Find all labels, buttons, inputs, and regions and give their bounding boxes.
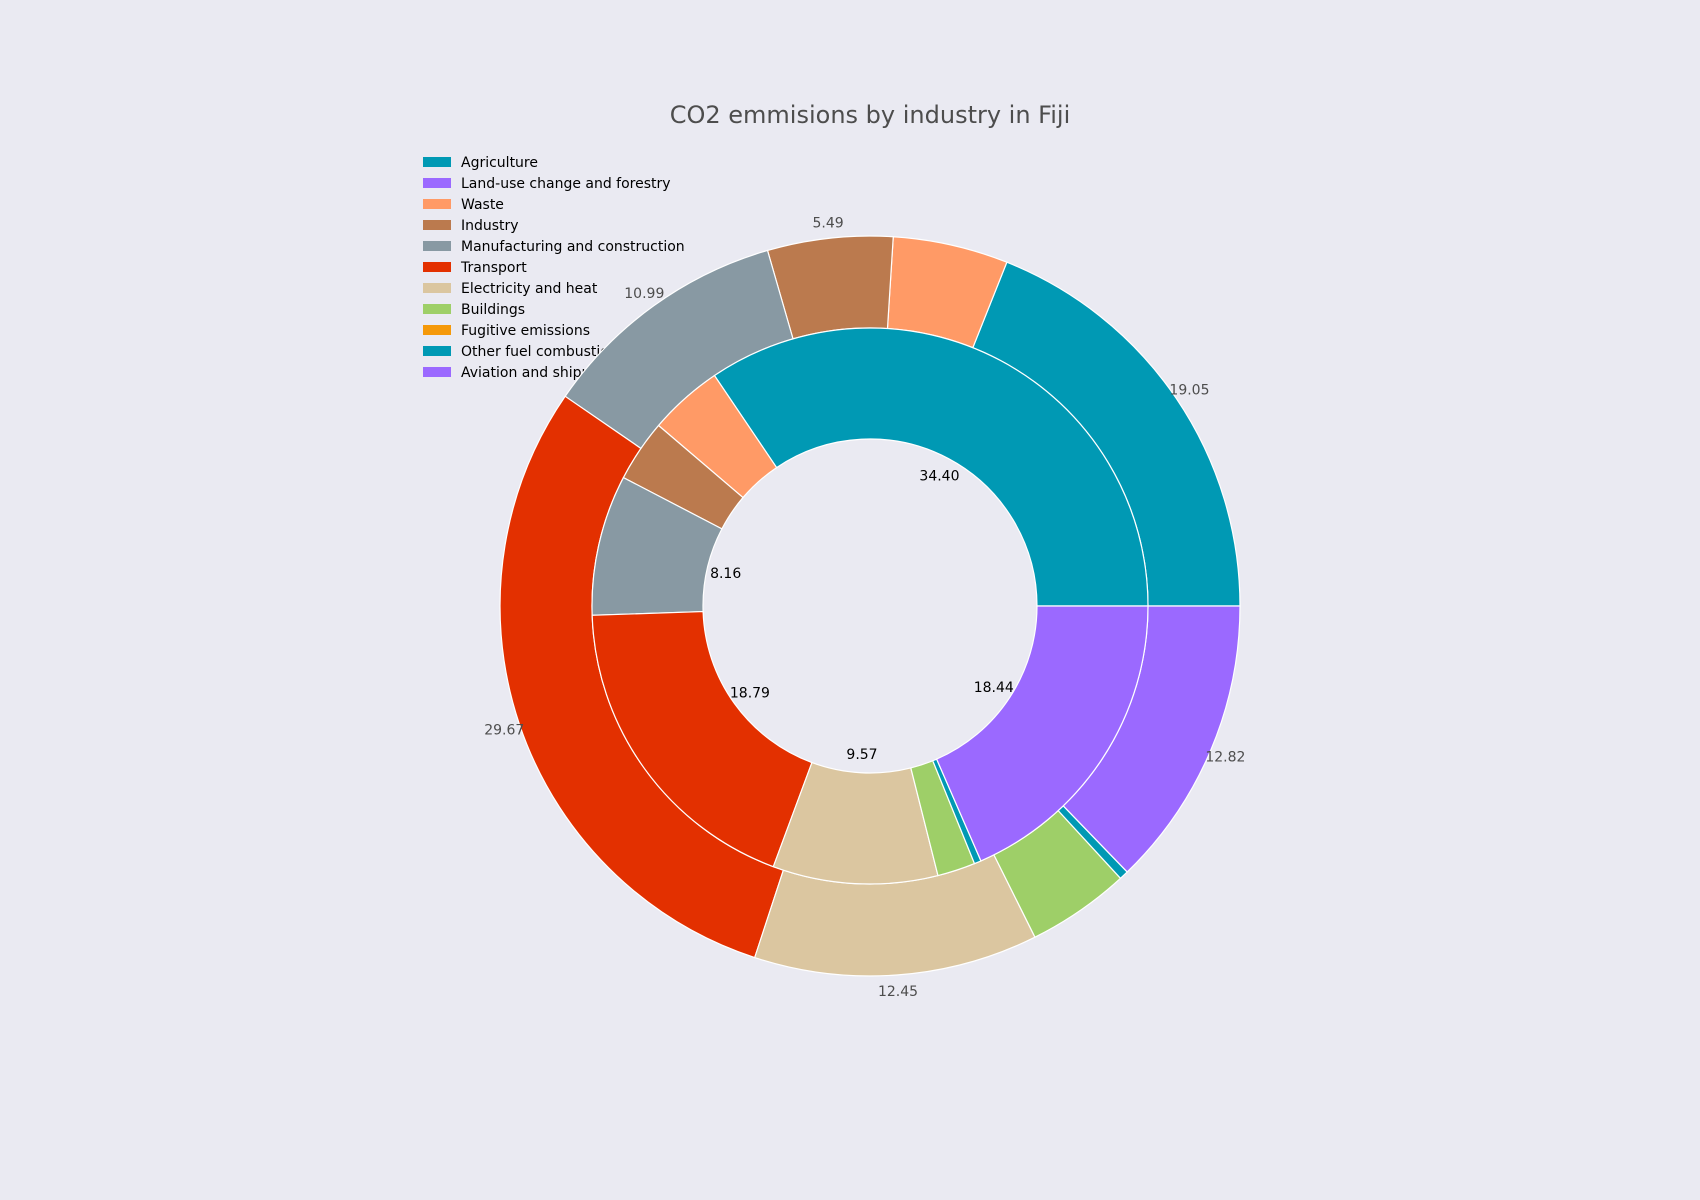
outer-ring-label-manufacturing-and-construction: 10.99: [624, 286, 664, 302]
legend-swatch: [423, 262, 451, 272]
legend-item-industry: Industry: [423, 218, 519, 234]
legend-label: Electricity and heat: [461, 281, 598, 297]
legend-label: Land-use change and forestry: [461, 176, 671, 192]
legend-label: Transport: [460, 260, 527, 276]
outer-ring: [499, 235, 1241, 977]
inner-ring-label-agriculture: 34.40: [919, 468, 959, 484]
inner-ring-label-electricity-and-heat: 9.57: [846, 747, 877, 763]
inner-ring-slice-aviation-and-shipping: [935, 605, 1149, 862]
outer-ring-label-transport: 29.67: [484, 722, 524, 738]
legend-item-manufacturing-and-construction: Manufacturing and construction: [423, 239, 685, 255]
chart-title: CO2 emmisions by industry in Fiji: [670, 101, 1071, 129]
outer-ring-label-industry: 5.49: [812, 215, 843, 231]
legend-label: Industry: [461, 218, 519, 234]
legend-item-waste: Waste: [423, 197, 504, 213]
legend-swatch: [423, 283, 451, 293]
legend-swatch: [423, 157, 451, 167]
legend-label: Manufacturing and construction: [461, 239, 685, 255]
legend-swatch: [423, 178, 451, 188]
legend-label: Buildings: [461, 302, 525, 318]
inner-ring: [591, 327, 1149, 885]
outer-ring-label-electricity-and-heat: 12.45: [878, 984, 918, 1000]
legend-item-other-fuel-combustion: Other fuel combustion: [423, 344, 618, 360]
legend-swatch: [423, 325, 451, 335]
inner-ring-slice-agriculture: [713, 327, 1149, 607]
legend-item-electricity-and-heat: Electricity and heat: [423, 281, 598, 297]
inner-ring-slice-transport: [591, 610, 813, 868]
inner-ring-label-manufacturing-and-construction: 8.16: [710, 566, 741, 582]
inner-ring-label-transport: 18.79: [730, 686, 770, 702]
legend-label: Waste: [461, 197, 504, 213]
legend-swatch: [423, 304, 451, 314]
slice-labels: 19.05 5.49 10.99 29.67 12.45 12.82 34.40 8.16 18…: [484, 215, 1245, 1000]
legend-label: Other fuel combustion: [461, 344, 618, 360]
legend-item-transport: Transport: [423, 260, 527, 276]
legend-label: Agriculture: [461, 155, 538, 171]
inner-ring-label-aviation-and-shipping: 18.44: [974, 680, 1014, 696]
legend: Agriculture Land-use change and forestry W…: [423, 155, 685, 381]
legend-swatch: [423, 199, 451, 209]
legend-swatch: [423, 346, 451, 356]
legend-item-agriculture: Agriculture: [423, 155, 538, 171]
legend-item-aviation-and-shipping: Aviation and shipping: [423, 365, 612, 381]
legend-swatch: [423, 241, 451, 251]
outer-ring-label-land-use-change-and-forestry: 12.82: [1205, 750, 1245, 766]
legend-item-buildings: Buildings: [423, 302, 525, 318]
legend-swatch: [423, 220, 451, 230]
legend-label: Aviation and shipping: [461, 365, 612, 381]
outer-ring-label-agriculture: 19.05: [1169, 382, 1209, 398]
legend-item-land-use-change-and-forestry: Land-use change and forestry: [423, 176, 671, 192]
legend-item-fugitive-emissions: Fugitive emissions: [423, 323, 590, 339]
legend-swatch: [423, 367, 451, 377]
legend-label: Fugitive emissions: [461, 323, 590, 339]
